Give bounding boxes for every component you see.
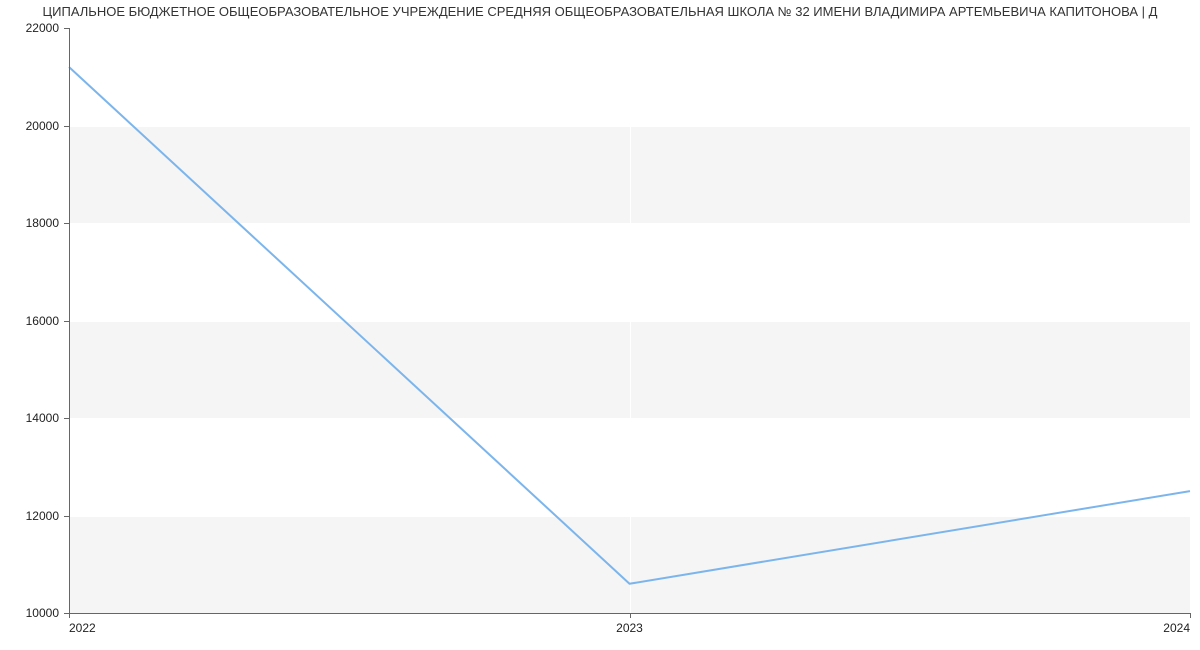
y-tick-mark [64,321,69,322]
y-tick-mark [64,418,69,419]
y-tick-label: 18000 [0,216,59,230]
x-tick-label: 2022 [69,621,96,635]
y-tick-label: 16000 [0,314,59,328]
y-tick-mark [64,126,69,127]
y-tick-label: 14000 [0,411,59,425]
x-tick-mark [630,613,631,618]
y-tick-mark [64,516,69,517]
x-tick-label: 2024 [1163,621,1190,635]
y-tick-mark [64,28,69,29]
y-tick-label: 22000 [0,21,59,35]
y-tick-label: 12000 [0,509,59,523]
x-tick-mark [69,613,70,618]
chart-title: ЦИПАЛЬНОЕ БЮДЖЕТНОЕ ОБЩЕОБРАЗОВАТЕЛЬНОЕ … [0,4,1200,19]
line-series-layer [69,28,1190,613]
y-tick-mark [64,223,69,224]
y-axis [69,28,70,613]
y-tick-label: 20000 [0,119,59,133]
x-tick-label: 2023 [616,621,643,635]
line-series [69,67,1190,584]
v-gridline [1190,28,1191,613]
x-tick-mark [1190,613,1191,618]
y-tick-label: 10000 [0,606,59,620]
chart-area [69,28,1190,613]
